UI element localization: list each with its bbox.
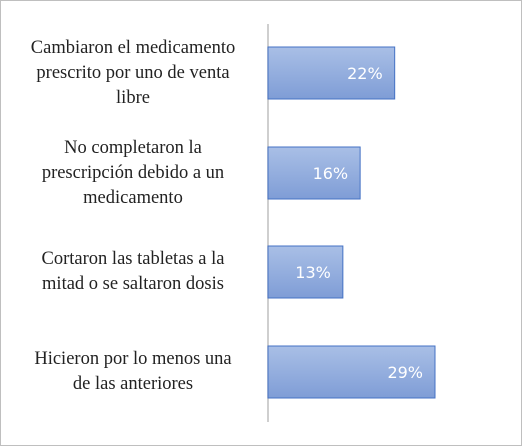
data-label-1: 22%: [347, 64, 383, 83]
data-label-3: 13%: [295, 263, 331, 282]
category-label-line: medicamento: [83, 187, 183, 208]
category-label-line: prescripción debido a un: [41, 162, 225, 183]
data-label-4: 29%: [387, 363, 423, 382]
bar-2: [267, 146, 361, 200]
category-label-line: No completaron la: [64, 137, 202, 158]
category-label-3: Cortaron las tabletas a la mitad o se sal…: [8, 247, 258, 297]
category-label-line: Cortaron las tabletas a la: [41, 249, 225, 269]
category-label-4: Hicieron por lo menos una de las anterior…: [8, 347, 258, 397]
category-label-line: prescrito por uno de venta: [36, 62, 230, 83]
category-label-line: mitad o se saltaron dosis: [42, 274, 224, 294]
category-label-line: Hicieron por lo menos una: [34, 349, 232, 369]
category-label-line: de las anteriores: [72, 374, 194, 394]
category-label-2: No completaron la prescripción debido a u…: [8, 136, 258, 211]
category-label-line: libre: [116, 87, 150, 108]
bar-3: [267, 245, 344, 299]
data-label-2: 16%: [313, 164, 349, 183]
category-label-1: Cambiaron el medicamento prescrito por un…: [8, 36, 258, 111]
bar-1: [267, 46, 396, 100]
bar-4: [267, 345, 436, 399]
category-label-line: Cambiaron el medicamento: [30, 37, 236, 58]
